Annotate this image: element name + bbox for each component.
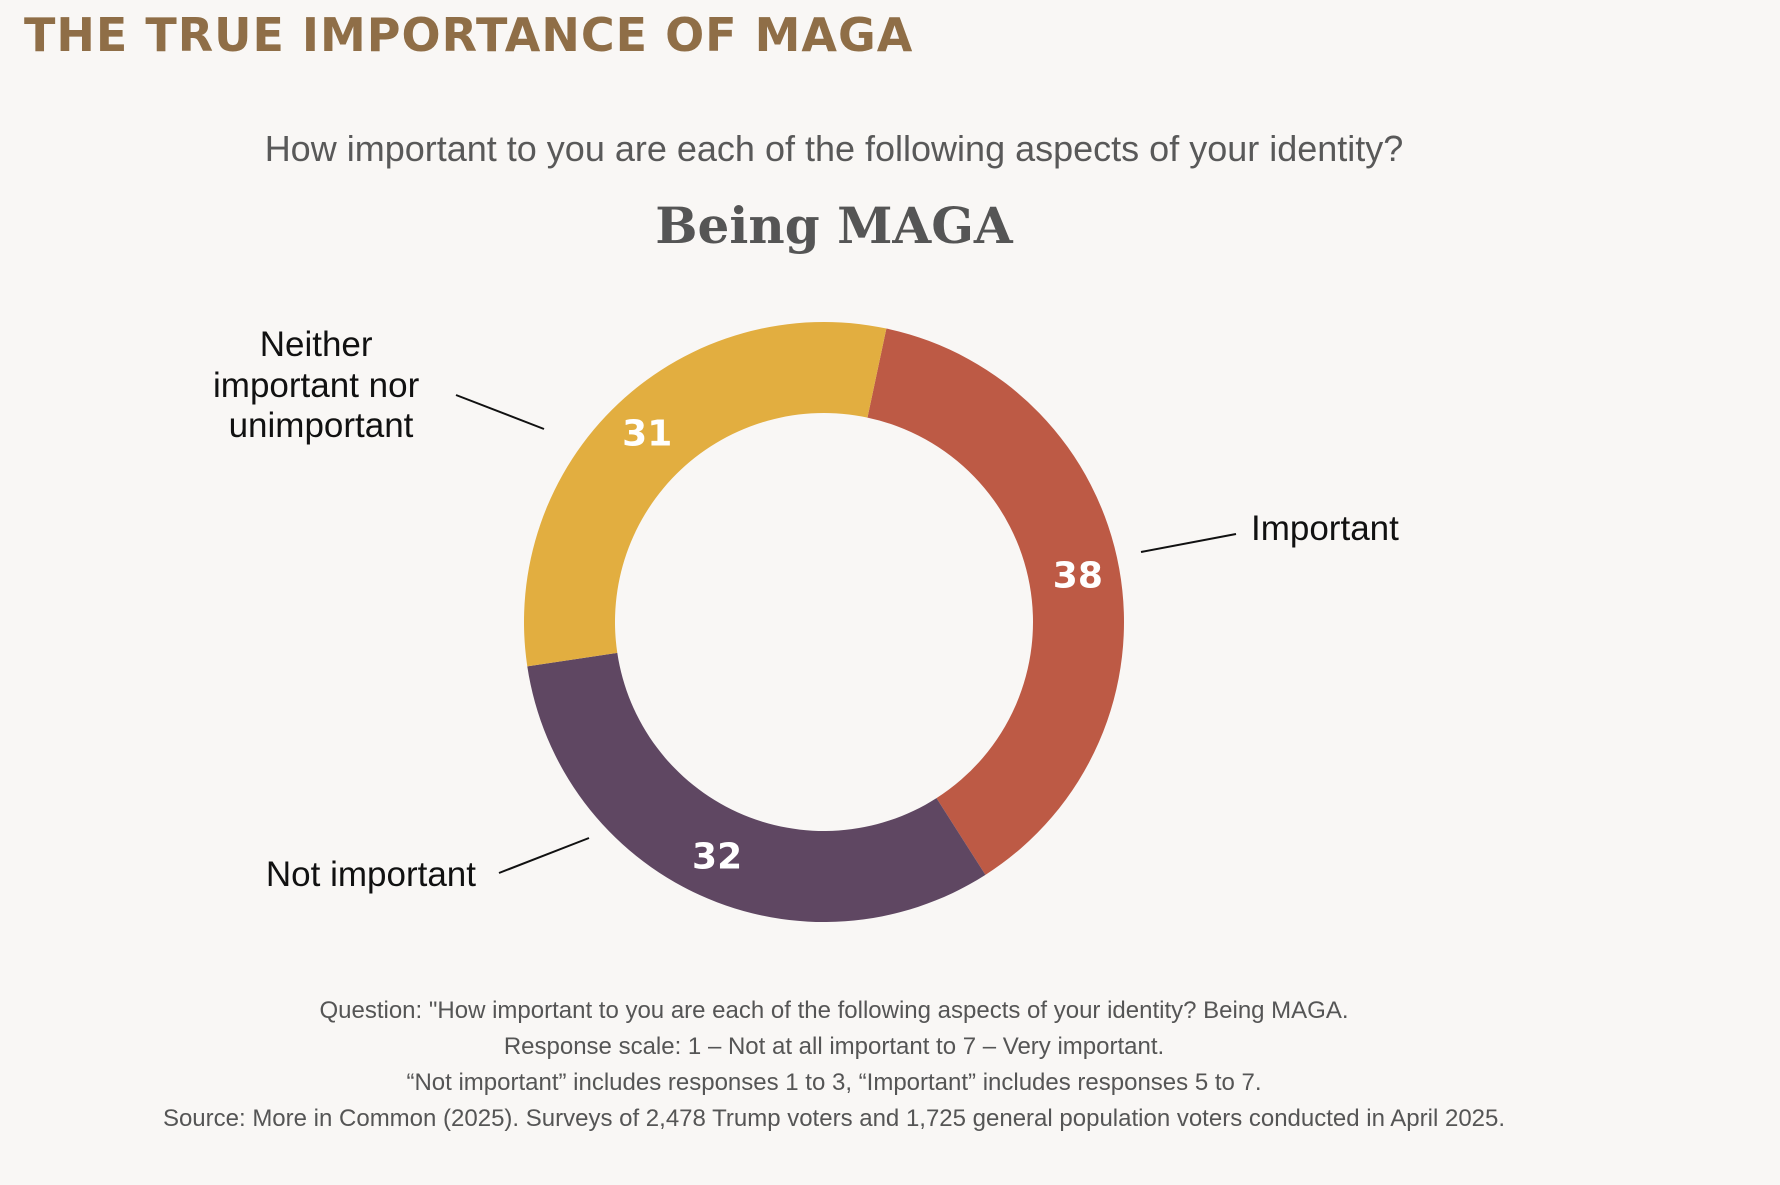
callout-neither-line-1: Neither bbox=[260, 325, 373, 364]
callout-neither-line-2: important nor bbox=[213, 366, 420, 405]
footnote-source-line: Source: More in Common (2025). Surveys o… bbox=[162, 1105, 1506, 1132]
survey-question: How important to you are each of the fol… bbox=[264, 128, 1404, 169]
callout-label-neither: Neither important nor unimportant bbox=[213, 325, 429, 445]
callout-label-important: Important bbox=[1251, 509, 1399, 548]
footnote: Question: "How important to you are each… bbox=[0, 993, 1668, 1137]
footnote-scale-line: Response scale: 1 – Not at all important… bbox=[503, 1033, 1165, 1060]
value-label-not-important: 32 bbox=[692, 836, 742, 877]
donut-slices bbox=[523, 322, 1125, 923]
leader-line-neither bbox=[455, 394, 545, 430]
callout-label-not-important: Not important bbox=[266, 855, 476, 894]
callout-neither: Neither important nor unimportant bbox=[213, 325, 545, 445]
callout-important: Important bbox=[1140, 509, 1399, 553]
donut-slice-important bbox=[867, 328, 1125, 875]
leader-line-important bbox=[1140, 533, 1237, 553]
footnote-question-line: Question: "How important to you are each… bbox=[319, 997, 1349, 1024]
callout-not-important: Not important bbox=[266, 837, 590, 894]
footnote-definition-line: “Not important” includes responses 1 to … bbox=[406, 1069, 1262, 1096]
page-heading: THE TRUE IMPORTANCE OF MAGA bbox=[24, 8, 914, 62]
leader-line-not-important bbox=[498, 837, 590, 874]
donut-value-labels: 38 32 31 bbox=[622, 414, 1103, 878]
callout-neither-line-3: unimportant bbox=[229, 406, 414, 445]
value-label-important: 38 bbox=[1053, 555, 1103, 596]
chart-title: Being MAGA bbox=[655, 196, 1013, 255]
donut-slice-not-important bbox=[527, 652, 986, 923]
donut-slice-neither-important-nor-unimportant bbox=[523, 322, 887, 667]
value-label-neither-important-nor-unimportant: 31 bbox=[622, 414, 672, 455]
